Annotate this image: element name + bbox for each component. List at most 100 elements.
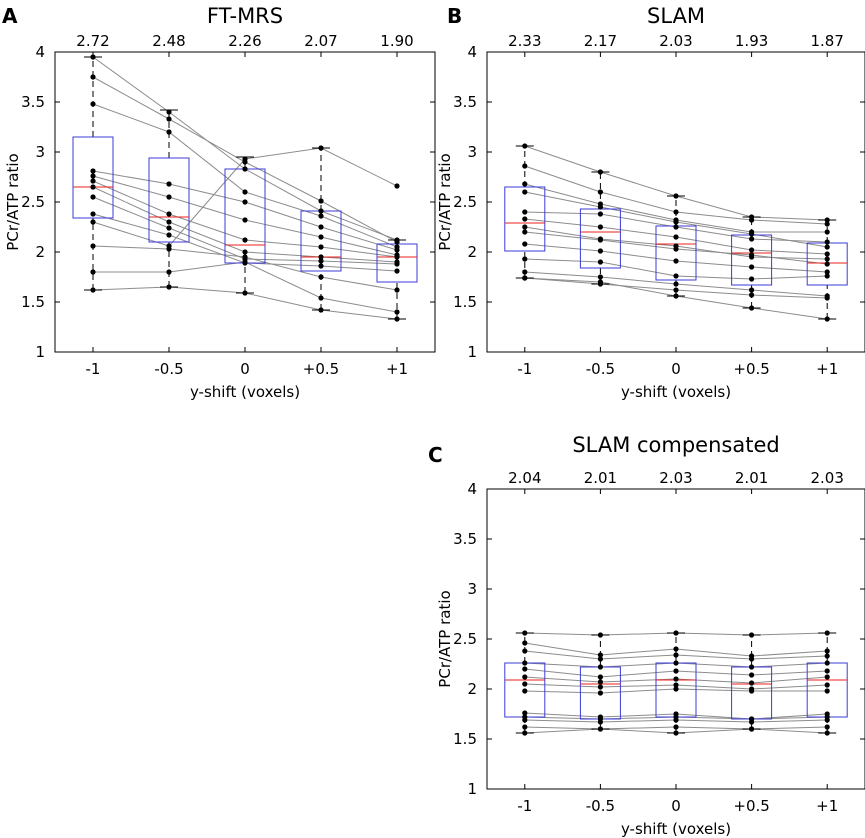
data-point [824,668,830,674]
mean-label: 2.04 [508,469,541,487]
data-point [673,668,679,674]
data-point [242,290,248,296]
data-point [749,716,755,722]
mean-label: 1.90 [380,32,413,50]
subject-line [92,103,398,248]
data-point [522,229,528,235]
x-tick-label: -0.5 [154,360,183,378]
data-point [394,239,400,245]
data-point [597,274,604,280]
data-point [673,660,679,666]
data-point [824,256,830,262]
x-axis-label: y-shift (voxels) [190,383,300,401]
data-point [597,237,604,243]
data-point [673,193,679,199]
x-tick-label: -1 [86,360,101,378]
data-point [166,225,172,231]
data-point [166,109,172,115]
x-tick-label: +1 [816,360,838,378]
data-point [749,264,755,270]
data-point [166,181,172,187]
data-point [166,194,172,200]
data-point [90,219,96,225]
mean-label: 2.26 [228,32,261,50]
data-point [90,168,96,174]
data-point [242,249,248,255]
data-point [824,682,830,688]
data-point [824,648,830,654]
data-point [522,256,528,262]
data-point [394,268,400,274]
data-point [673,273,679,279]
data-point [522,640,528,646]
y-tick-label: 3 [467,143,477,161]
data-point [597,664,604,670]
y-tick-label: 3 [467,580,477,598]
data-point [824,273,830,279]
data-point [824,688,830,694]
data-point [242,166,248,172]
mean-label: 2.01 [735,469,768,487]
data-point [522,630,528,636]
box-0 [224,156,266,294]
data-point [824,630,830,636]
x-tick-label: +0.5 [733,360,769,378]
data-point [824,660,830,666]
data-point [597,169,604,175]
data-point [522,666,528,672]
data-point [394,287,400,293]
data-point [318,254,324,260]
mean-label: 2.03 [810,469,843,487]
data-point [749,252,755,258]
y-tick-label: 3.5 [453,530,477,548]
data-point [673,287,679,293]
data-point [597,259,604,265]
data-point [824,714,830,720]
subject-line [524,145,828,221]
data-point [522,660,528,666]
data-point [318,208,324,214]
data-point [673,224,679,230]
data-point [597,674,604,680]
y-tick-label: 2.5 [453,193,477,211]
x-tick-label: 0 [240,360,250,378]
data-point [824,217,830,223]
data-point [394,309,400,315]
data-point [318,244,324,250]
data-point [749,664,755,670]
data-point [673,281,679,287]
data-point [522,730,528,736]
panel-c: C SLAM compensated 1 1.5 2 2.5 3 3.5 4 -1 2.04 -0.5… [428,433,865,838]
x-axis-label: y-shift (voxels) [621,383,731,401]
data-point [522,143,528,149]
y-tick-label: 1 [467,343,477,361]
y-tick-label: 4 [35,43,45,61]
data-point [749,656,755,662]
x-tick-label: -0.5 [586,360,615,378]
data-point [318,258,324,264]
data-point [673,258,679,264]
y-tick-label: 1.5 [453,293,477,311]
data-point [749,292,755,298]
y-tick-label: 3 [35,143,45,161]
data-point [166,284,172,290]
data-point [749,305,755,311]
data-point [166,116,172,122]
data-point [522,209,528,215]
data-point [597,656,604,662]
data-point [242,189,248,195]
data-point [597,632,604,638]
data-point [90,74,96,80]
data-point [90,173,96,179]
panel-a: A FT-MRS 1 1.5 2 2.5 3 3.5 4 -1 2.72 -0.5 2.48 0 2.26 +… [2,4,436,401]
mean-label: 2.48 [152,32,185,50]
data-point [522,710,528,716]
data-point [90,287,96,293]
mean-label: 2.01 [584,469,617,487]
data-point [824,724,830,730]
data-point [394,247,400,253]
data-point [749,287,755,293]
data-point [673,676,679,682]
data-point [318,274,324,280]
data-point [394,183,400,189]
